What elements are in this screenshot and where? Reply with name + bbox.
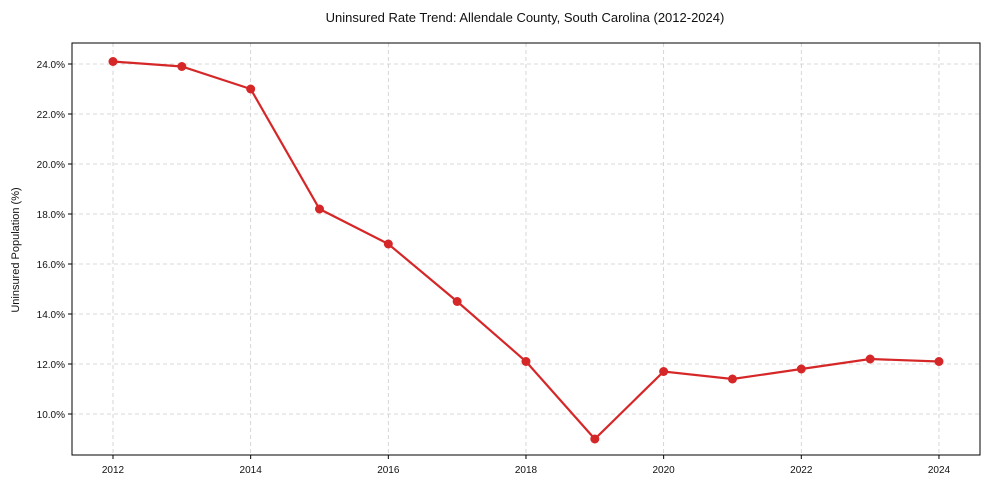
data-point: [727, 374, 737, 384]
y-tick-label: 18.0%: [37, 210, 65, 221]
plot-frame: [71, 42, 981, 456]
x-tick-label: 2012: [102, 465, 125, 476]
y-tick-label: 20.0%: [37, 160, 65, 171]
data-point: [314, 204, 324, 214]
y-tick-label: 12.0%: [37, 360, 65, 371]
y-tick-label: 14.0%: [37, 310, 65, 321]
data-point: [659, 367, 669, 376]
y-tick-label: 16.0%: [37, 260, 65, 271]
data-point: [796, 364, 806, 374]
y-tick-label: 24.0%: [37, 60, 65, 71]
data-point: [246, 84, 256, 94]
x-tick-label: 2022: [790, 465, 813, 476]
x-tick-label: 2024: [928, 465, 951, 476]
chart-title: Uninsured Rate Trend: Allendale County, …: [325, 10, 725, 25]
data-point: [177, 62, 187, 71]
data-point: [521, 357, 531, 366]
x-tick-label: 2016: [377, 465, 400, 476]
y-tick-label: 10.0%: [37, 410, 65, 421]
x-tick-label: 2018: [515, 465, 538, 476]
data-point: [383, 239, 393, 249]
data-point: [865, 354, 875, 364]
data-point: [452, 297, 462, 306]
x-tick-label: 2014: [240, 465, 263, 476]
data-point: [590, 434, 600, 444]
data-point: [108, 57, 118, 66]
y-tick-label: 22.0%: [37, 110, 65, 121]
data-point: [934, 357, 944, 366]
x-tick-label: 2020: [653, 465, 676, 476]
